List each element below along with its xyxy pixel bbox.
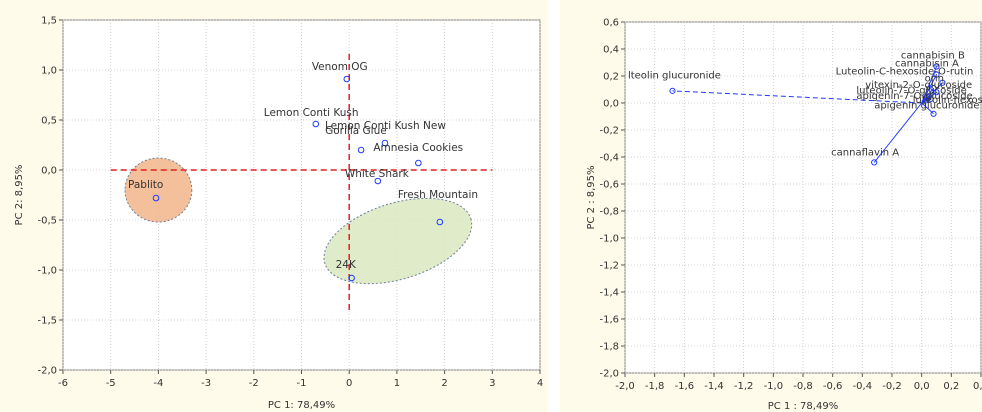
score-point [436,218,444,226]
score-point [381,139,389,147]
loading-label: cannaflavin A [831,148,899,159]
score-point-label: Gorilla Glue [325,125,387,137]
score-point-label: Pablito [128,179,163,191]
loading-y-tick-label: -1,2 [599,261,619,272]
loading-plot-area [624,21,982,374]
score-x-tick-label: -1 [297,378,307,389]
score-y-axis-title: PC 2: 8,95% [14,165,25,226]
score-point [343,75,351,83]
loading-y-tick-label: -1,4 [599,288,619,299]
loading-y-tick-label: -0,8 [599,207,619,218]
score-x-tick-label: 3 [489,378,495,389]
loading-x-tick-label: -0,8 [793,381,813,392]
loading-point [933,89,940,96]
loading-y-axis-title: PC 2 : 8,95% [586,165,597,229]
score-point-label: Lemon Conti Kush [264,107,359,119]
loading-x-tick-label: -1,6 [675,381,695,392]
loading-x-tick-label: -1,2 [734,381,754,392]
score-x-tick-label: -6 [58,378,68,389]
loading-label: orin [925,73,944,84]
loading-x-tick-label: 0,0 [914,381,930,392]
score-point-label: Venom OG [312,61,368,73]
score-point-label: 24K [336,259,357,271]
loading-label: cannabisin A [895,59,959,70]
score-y-tick-label: -2,0 [37,366,57,377]
score-point-label: White Shark [345,168,410,180]
loading-x-tick-label: -2,0 [615,381,635,392]
loading-point [933,63,940,70]
score-y-tick-label: -0,5 [37,216,57,227]
score-point-label: Fresh Mountain [398,189,478,201]
loading-y-tick-label: 0,4 [603,45,619,56]
loading-x-tick-label: -1,8 [645,381,665,392]
group-ellipse-orange [124,157,193,223]
loading-vector [672,90,922,104]
loading-label: apigenin-7-O-glucoside [856,91,972,102]
score-point [152,194,160,202]
loading-x-tick-label: -0,4 [853,381,873,392]
loading-x-tick-label: -1,4 [704,381,724,392]
loading-label: luteolin-hexoside [913,95,982,106]
loading-vector [873,102,923,163]
loading-x-tick-label: -0,6 [823,381,843,392]
score-y-tick-label: 0,0 [41,166,57,177]
score-point [415,159,422,167]
loading-label: vitexin-2-O-glucoside [865,80,972,91]
loading-point [930,110,937,117]
loading-x-tick-label: 0,4 [973,381,982,392]
loading-label: Luteolin-C-hexoside-O-rutin [836,67,974,78]
loading-label: apigenin glucuronide [874,100,979,111]
loading-vector [921,66,937,104]
score-y-tick-label: 0,5 [41,116,57,127]
score-y-tick-label: 1,0 [41,66,57,77]
score-x-tick-label: 1 [394,378,400,389]
loading-y-tick-label: -1,0 [599,234,619,245]
score-point [312,120,320,128]
loading-x-tick-label: -0,2 [882,381,902,392]
loading-y-tick-label: 0,0 [603,99,619,110]
loading-y-tick-label: -0,6 [599,180,619,191]
score-y-tick-label: 1,5 [41,16,57,27]
loading-point [939,79,946,86]
score-x-tick-label: -5 [106,378,116,389]
loading-label: luteolin-7-O-glucoside [856,86,966,97]
loading-label: cannabisin B [901,50,965,61]
loading-x-axis-title: PC 1 : 78,49% [768,401,838,412]
score-x-axis-title: PC 1: 78,49% [268,400,335,411]
loading-point [871,159,878,166]
loading-x-tick-label: 0,2 [943,381,959,392]
score-point-label: Amnesia Cookies [373,142,463,154]
loading-y-tick-label: -1,8 [599,342,619,353]
loading-point [669,87,676,94]
score-x-tick-label: -2 [249,378,259,389]
score-x-tick-label: -4 [153,378,163,389]
score-x-tick-label: 4 [537,378,543,389]
loading-y-tick-label: -1,6 [599,315,619,326]
loading-point [923,97,930,104]
score-y-tick-label: -1,5 [37,316,57,327]
score-x-tick-label: 0 [346,378,352,389]
loading-point [930,85,937,92]
loading-y-tick-label: 0,2 [603,72,619,83]
loading-y-tick-label: 0,6 [603,18,619,29]
loading-label: lteolin glucuronide [628,71,721,82]
loading-y-tick-label: -2,0 [599,369,619,380]
score-x-tick-label: 2 [441,378,447,389]
score-point [374,177,382,185]
score-point [348,274,355,282]
loading-x-tick-label: -1,0 [764,381,784,392]
loading-y-tick-label: -0,4 [599,153,619,164]
loading-y-tick-label: -0,2 [599,126,619,137]
group-ellipse-green [323,197,473,285]
score-y-tick-label: -1,0 [37,266,57,277]
score-x-tick-label: -3 [201,378,211,389]
loading-point [933,71,940,78]
score-point [357,146,365,154]
score-point-label: Lemon Conti Kush New [325,120,446,132]
